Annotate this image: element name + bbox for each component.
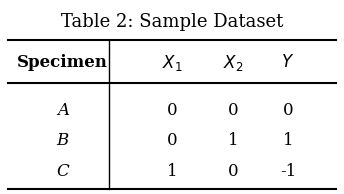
Text: -1: -1 — [280, 163, 296, 180]
Text: $X_1$: $X_1$ — [162, 53, 182, 73]
Text: 1: 1 — [228, 133, 239, 150]
Text: Table 2: Sample Dataset: Table 2: Sample Dataset — [61, 13, 283, 31]
Text: B: B — [57, 133, 69, 150]
Text: $Y$: $Y$ — [281, 54, 294, 71]
Text: 0: 0 — [167, 102, 177, 119]
Text: 0: 0 — [228, 163, 239, 180]
Text: Specimen: Specimen — [17, 54, 108, 71]
Text: A: A — [57, 102, 69, 119]
Text: 0: 0 — [283, 102, 293, 119]
Text: $X_2$: $X_2$ — [223, 53, 244, 73]
Text: 1: 1 — [283, 133, 293, 150]
Text: C: C — [56, 163, 69, 180]
Text: 1: 1 — [167, 163, 177, 180]
Text: 0: 0 — [167, 133, 177, 150]
Text: 0: 0 — [228, 102, 239, 119]
